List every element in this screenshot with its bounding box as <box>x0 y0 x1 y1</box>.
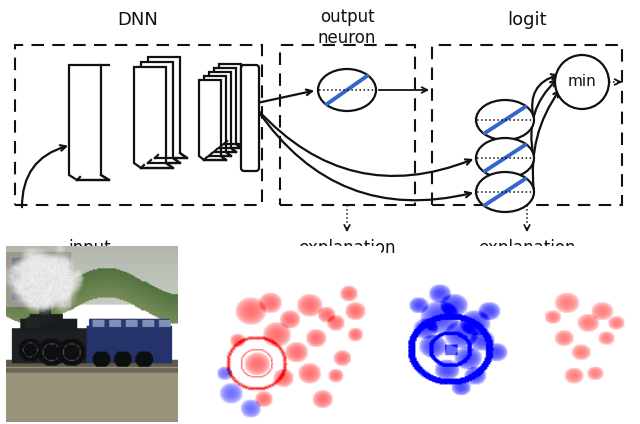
Text: min: min <box>568 75 596 89</box>
Polygon shape <box>219 64 246 144</box>
FancyBboxPatch shape <box>241 65 259 171</box>
Text: explanation: explanation <box>298 239 396 257</box>
Bar <box>280 45 415 205</box>
Polygon shape <box>214 68 241 148</box>
Polygon shape <box>69 65 109 180</box>
Bar <box>432 45 622 205</box>
Ellipse shape <box>476 100 534 140</box>
Polygon shape <box>199 80 226 160</box>
Polygon shape <box>209 72 236 152</box>
Text: output
neuron: output neuron <box>318 8 376 47</box>
Ellipse shape <box>476 138 534 178</box>
Text: input: input <box>68 239 111 257</box>
Polygon shape <box>148 57 187 158</box>
Ellipse shape <box>476 172 534 212</box>
Text: logit: logit <box>507 11 547 29</box>
Polygon shape <box>204 76 231 156</box>
Ellipse shape <box>318 69 376 111</box>
Circle shape <box>555 55 609 109</box>
Text: explanation: explanation <box>478 239 576 257</box>
Bar <box>15 45 262 205</box>
Text: DNN: DNN <box>118 11 159 29</box>
Polygon shape <box>134 67 173 168</box>
Polygon shape <box>141 62 180 163</box>
